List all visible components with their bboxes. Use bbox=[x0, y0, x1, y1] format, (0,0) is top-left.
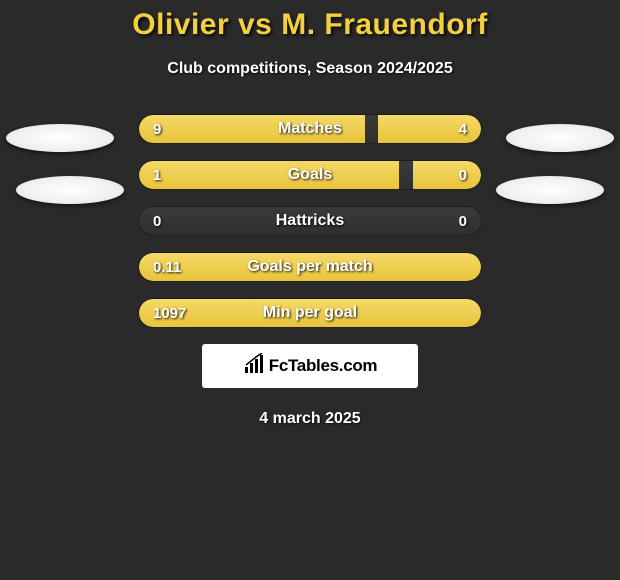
brand-name: FcTables.com bbox=[269, 356, 378, 376]
stat-value-right: 0 bbox=[459, 161, 467, 189]
stat-label: Hattricks bbox=[139, 207, 481, 235]
stats-area: 9 Matches 4 1 Goals 0 0 Hattricks 0 0.11… bbox=[0, 114, 620, 328]
stat-value-right: 4 bbox=[459, 115, 467, 143]
chart-icon bbox=[243, 353, 265, 380]
stat-row-goals: 1 Goals 0 bbox=[138, 160, 482, 190]
stat-label: Goals bbox=[139, 161, 481, 189]
brand-logo: FcTables.com bbox=[202, 344, 418, 388]
stat-row-hattricks: 0 Hattricks 0 bbox=[138, 206, 482, 236]
stat-label: Matches bbox=[139, 115, 481, 143]
stat-label: Goals per match bbox=[139, 253, 481, 281]
stat-row-min-per-goal: 1097 Min per goal bbox=[138, 298, 482, 328]
stats-infographic: Olivier vs M. Frauendorf Club competitio… bbox=[0, 0, 620, 428]
date-label: 4 march 2025 bbox=[0, 410, 620, 428]
stat-value-right: 0 bbox=[459, 207, 467, 235]
page-title: Olivier vs M. Frauendorf bbox=[0, 8, 620, 42]
stat-row-matches: 9 Matches 4 bbox=[138, 114, 482, 144]
stat-row-goals-per-match: 0.11 Goals per match bbox=[138, 252, 482, 282]
stat-label: Min per goal bbox=[139, 299, 481, 327]
page-subtitle: Club competitions, Season 2024/2025 bbox=[0, 60, 620, 78]
